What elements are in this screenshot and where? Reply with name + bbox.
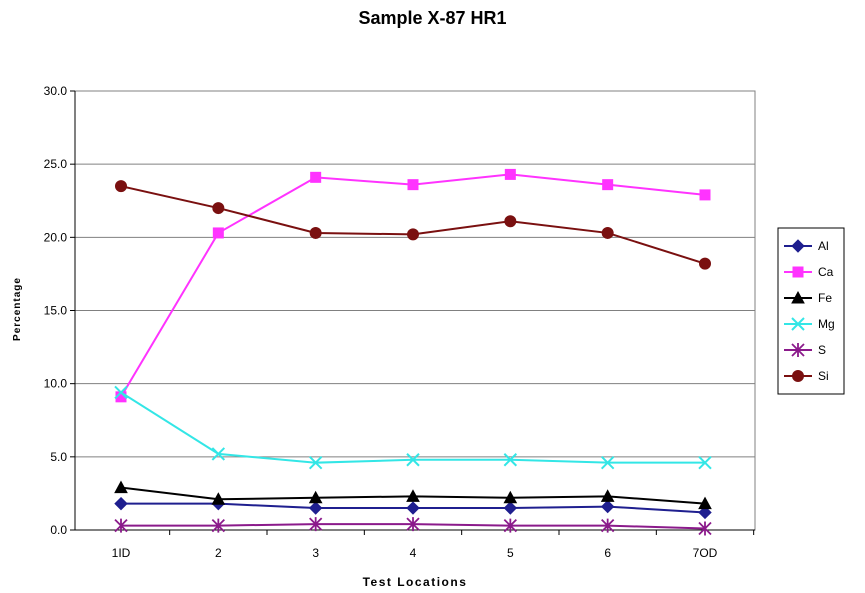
data-point-s xyxy=(309,517,323,532)
data-point-s xyxy=(406,517,420,532)
data-point-si xyxy=(699,257,711,270)
data-point-s xyxy=(503,518,517,533)
data-point-fe xyxy=(600,489,615,502)
legend-marker-ca xyxy=(792,266,804,278)
legend-label-al: Al xyxy=(818,239,829,253)
y-tick-label: 15.0 xyxy=(44,304,68,318)
y-tick-label: 25.0 xyxy=(44,157,68,171)
legend: Al Ca Fe Mg S Si xyxy=(777,227,845,395)
legend-label-ca: Ca xyxy=(818,265,834,279)
legend-label-fe: Fe xyxy=(818,291,832,305)
x-tick-label: 3 xyxy=(312,546,319,560)
data-point-si xyxy=(504,215,517,228)
data-point-s xyxy=(211,518,225,533)
data-point-ca xyxy=(310,171,322,183)
legend-box xyxy=(777,227,845,395)
data-point-ca xyxy=(699,189,711,201)
y-tick-label: 20.0 xyxy=(44,230,68,244)
data-point-ca xyxy=(504,168,516,180)
legend-marker-al xyxy=(791,239,805,253)
data-point-al xyxy=(600,499,615,514)
data-point-si xyxy=(309,226,322,239)
series-si xyxy=(115,180,711,270)
series-mg xyxy=(114,385,712,470)
data-point-ca xyxy=(407,179,419,191)
data-point-ca xyxy=(602,179,614,191)
data-point-si xyxy=(601,226,614,239)
data-point-al xyxy=(114,496,128,511)
x-tick-label: 1ID xyxy=(112,546,131,560)
data-point-fe xyxy=(698,496,712,510)
data-point-fe xyxy=(308,490,323,504)
y-tick-label: 0.0 xyxy=(50,523,67,537)
series-fe xyxy=(114,480,712,510)
legend-label-mg: Mg xyxy=(818,317,835,331)
data-point-mg xyxy=(211,447,226,461)
x-tick-label: 4 xyxy=(410,546,417,560)
data-point-ca xyxy=(212,227,224,239)
data-point-si xyxy=(212,202,225,215)
x-tick-label: 7OD xyxy=(693,546,718,560)
legend-label-si: Si xyxy=(818,369,829,383)
data-point-al xyxy=(503,501,518,515)
data-point-s xyxy=(601,518,615,533)
legend-marker-fe xyxy=(791,290,805,304)
legend-marker-si xyxy=(792,370,804,382)
data-point-si xyxy=(407,228,419,241)
y-axis-label: Percentage xyxy=(12,277,23,341)
x-tick-label: 2 xyxy=(215,546,222,560)
y-tick-label: 30.0 xyxy=(44,84,68,98)
series-ca xyxy=(115,168,711,403)
y-tick-label: 5.0 xyxy=(50,450,67,464)
data-point-mg xyxy=(114,385,128,400)
data-point-s xyxy=(698,521,712,536)
data-point-mg xyxy=(308,455,323,470)
legend-label-s: S xyxy=(818,343,826,357)
y-tick-label: 10.0 xyxy=(44,377,68,391)
x-axis-label: Test Locations xyxy=(363,575,468,589)
legend-marker-s xyxy=(791,343,805,357)
data-point-mg xyxy=(698,455,712,470)
chart-title: Sample X-87 HR1 xyxy=(358,8,507,28)
data-point-mg xyxy=(503,453,518,467)
x-tick-label: 5 xyxy=(507,546,514,560)
data-point-fe xyxy=(211,492,226,505)
data-point-fe xyxy=(406,489,420,502)
x-tick-label: 6 xyxy=(604,546,611,560)
data-point-al xyxy=(698,505,712,520)
data-point-mg xyxy=(406,453,420,467)
legend-marker-mg xyxy=(791,317,805,331)
series-s xyxy=(114,517,712,536)
data-point-fe xyxy=(114,480,128,494)
data-point-al xyxy=(406,501,420,515)
data-point-mg xyxy=(600,455,615,470)
data-point-s xyxy=(114,518,128,533)
data-point-fe xyxy=(503,490,518,504)
data-point-al xyxy=(308,501,323,515)
data-point-si xyxy=(115,180,127,193)
